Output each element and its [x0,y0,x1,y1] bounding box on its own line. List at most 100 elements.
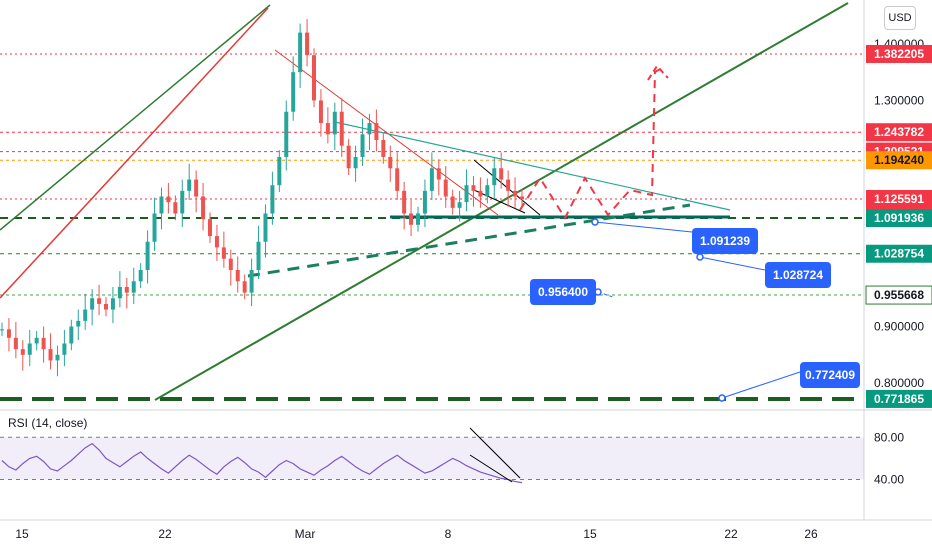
price-badge-label: 0.955668 [874,288,924,302]
candle-body [422,190,427,214]
price-tick: 0.800000 [874,376,924,390]
candle-body [291,72,296,112]
candle-body [374,123,379,140]
candle-body [416,213,420,225]
candle-body [360,134,365,157]
projection-arrowhead [647,64,669,81]
dashed-support-line [247,203,691,278]
callout-leader [594,221,693,233]
candle-body [208,219,212,237]
candle-body [429,168,434,191]
price-tick: 1.300000 [874,93,924,107]
candle-body [312,55,316,101]
candle-body [62,343,67,355]
candle-body [13,337,18,350]
time-tick: 22 [158,527,172,541]
candle-body [214,236,219,248]
time-tick: 15 [583,527,597,541]
candle-body [124,286,129,293]
rsi-wedge-lower [469,454,513,483]
candle-body [471,185,476,191]
price-badge-label: 1.243782 [874,125,924,139]
price-badge-label: 1.091936 [874,211,924,225]
candle-body [145,241,150,270]
candle-body [159,196,164,214]
candle-body [76,320,81,327]
candle-body [83,309,88,321]
candle-body [249,270,254,293]
callout-leader [699,256,766,271]
projection-path [519,67,663,221]
wedge-lower [473,189,526,214]
callout-label: 0.956400 [538,285,588,299]
candle-body [34,337,39,344]
projections [519,64,669,221]
candle-body [305,32,310,56]
callout-label: 0.772409 [805,368,855,382]
price-badge-label: 1.125591 [874,192,924,206]
candle-body [367,123,372,135]
candle-body [201,196,206,220]
candle-body [499,168,504,180]
candle-body [117,286,122,299]
currency-button[interactable]: USD [884,6,916,30]
time-tick: 15 [15,527,29,541]
horizontal-levels [0,53,864,401]
rsi-pane [0,427,864,484]
grid [0,0,932,521]
candle-body [298,32,303,73]
callout-anchor [591,218,599,226]
candle-body [27,343,32,355]
time-tick: Mar [295,527,316,541]
candle-body [104,303,108,310]
candle-body [478,190,483,197]
candle-body [55,354,60,361]
candle-body [173,202,178,214]
time-tick: 8 [445,527,452,541]
candle-body [194,179,199,197]
triangle-upper [334,121,731,211]
price-badge [866,44,932,63]
price-badge [866,389,932,408]
candle-body [97,298,102,304]
candle-body [464,185,469,203]
rsi-indicator-label: RSI (14, close) [8,416,88,430]
callout-label: 1.091239 [700,234,750,248]
rsi-tick: 40.00 [874,472,904,486]
candle-body [20,349,25,355]
candle-body [131,281,136,293]
candle-body [187,179,192,191]
candle-body [353,156,358,169]
candle-body [138,270,143,282]
candle-body [457,202,462,208]
candle-body [235,270,240,282]
candle-body [41,337,46,350]
candle-body [409,213,414,225]
time-axis: 15 22 Mar 8 15 22 26 [15,527,818,541]
rsi-tick: 80.00 [874,430,904,444]
time-tick: 26 [804,527,818,541]
candle-body [388,156,393,169]
rsi-band [0,437,864,480]
candle-body [450,196,455,208]
callout-box [530,279,596,305]
price-badge-label: 0.771865 [874,392,924,406]
callout-box [692,228,758,254]
candle-body [339,111,344,146]
candle-body [256,241,261,270]
callout-box [765,262,831,288]
price-badge-label: 1.194240 [874,153,924,167]
candle-body [506,179,511,191]
candle-body [395,168,400,191]
candle-body [492,168,497,186]
candle-body [6,329,11,338]
rising-support-line [154,2,849,401]
candle-body [0,329,4,331]
price-tick: 0.900000 [874,320,924,334]
candle-body [346,145,351,169]
callouts[interactable]: 1.091239 1.028724 0.956400 0.772409 [530,218,860,402]
candle-body [513,190,518,197]
channel-line-upper-green [0,4,271,231]
price-badge [866,244,932,263]
